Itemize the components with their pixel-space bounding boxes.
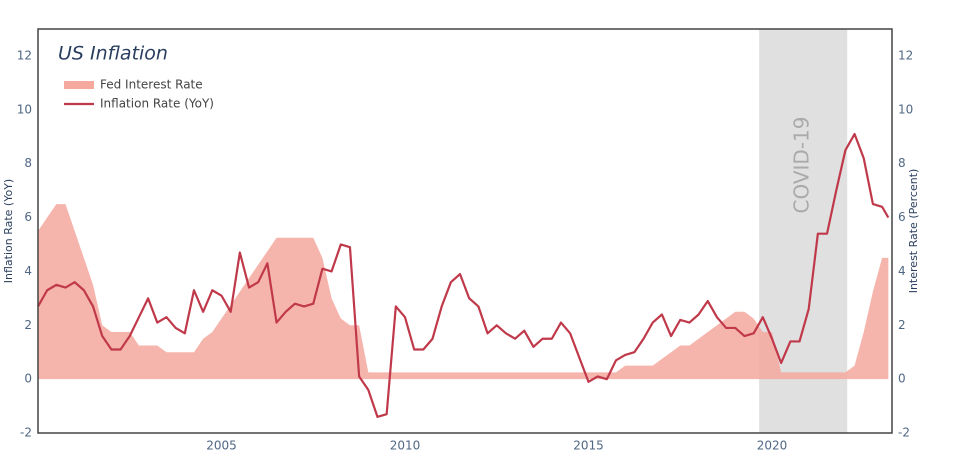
plot-area [37,29,890,433]
y2-tick-label: 12 [898,48,913,62]
y2-tick-label: -2 [898,426,910,440]
y2-tick-label: 2 [898,318,906,332]
y-tick-label: 12 [17,48,32,62]
legend-label: Inflation Rate (YoY) [100,97,214,111]
y-tick-label: 8 [24,156,32,170]
legend-swatch [64,81,94,89]
x-tick-label: 2015 [573,439,604,453]
rate-area [38,204,889,380]
y2-axis-title: Interest Rate (Percent) [907,169,920,294]
y2-tick-label: 10 [898,102,913,116]
y-tick-label: 10 [17,102,32,116]
y2-tick-label: 4 [898,264,906,278]
x-tick-label: 2005 [206,439,237,453]
y-tick-label: 4 [24,264,32,278]
inflation-line [37,132,890,418]
y2-tick-label: 6 [898,210,906,224]
y-tick-label: 6 [24,210,32,224]
x-tick-label: 2020 [757,439,788,453]
y-tick-label: -2 [20,426,32,440]
y2-tick-label: 0 [898,372,906,386]
y-tick-label: 0 [24,372,32,386]
chart-title: US Inflation [58,43,168,65]
y-tick-label: 2 [24,318,32,332]
plot-frame [37,28,893,434]
y2-tick-label: 8 [898,156,906,170]
x-tick-label: 2010 [390,439,421,453]
covid-label: COVID-19 [790,116,814,213]
legend-label: Fed Interest Rate [100,78,203,92]
y-axis-title: Inflation Rate (YoY) [2,179,15,283]
